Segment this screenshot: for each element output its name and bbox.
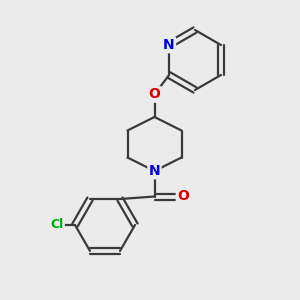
Text: N: N	[163, 38, 175, 52]
Text: N: N	[149, 164, 160, 178]
Text: Cl: Cl	[50, 218, 64, 232]
Text: O: O	[148, 88, 160, 101]
Text: O: O	[177, 190, 189, 203]
